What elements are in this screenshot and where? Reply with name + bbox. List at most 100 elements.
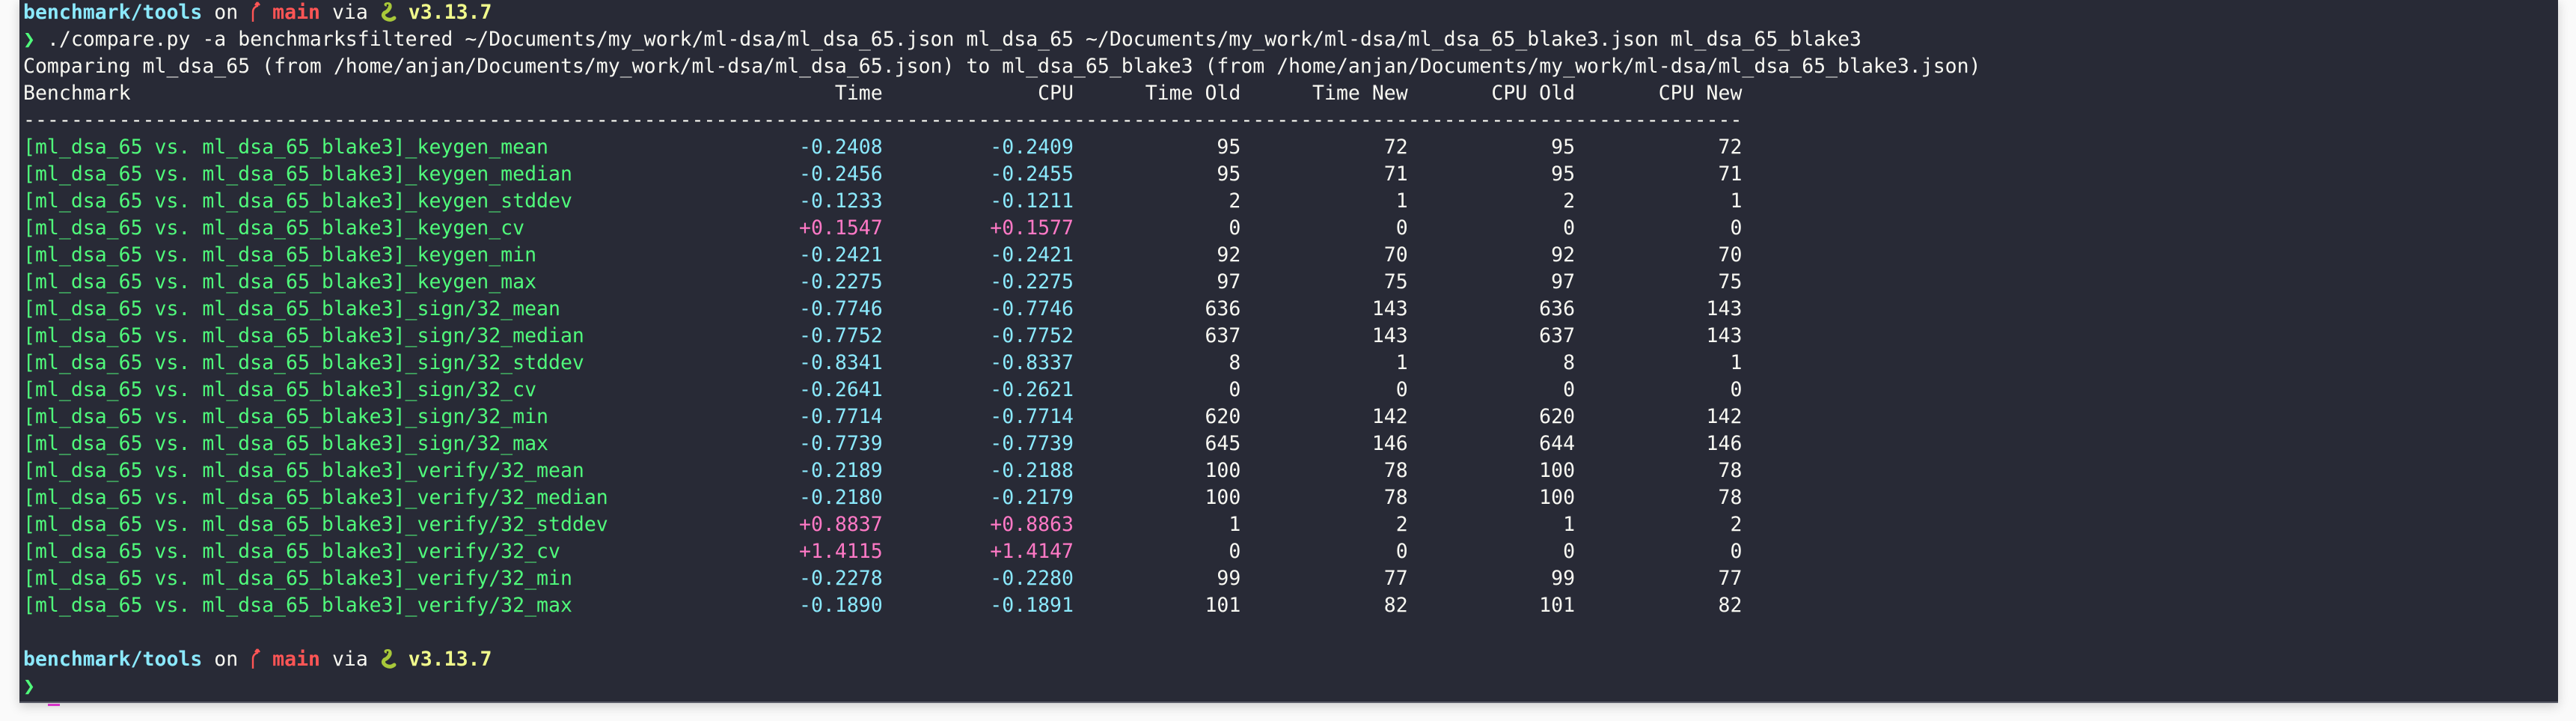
cell-time-new: 1 [1395,189,1408,213]
input-line[interactable]: ❯ [23,673,2558,706]
cell-time-new: 78 [1383,486,1408,509]
header-benchmark: Benchmark [23,82,131,105]
cell-name: [ml_dsa_65 vs. ml_dsa_65_blake3]_verify/… [23,594,572,617]
cell-cpu-old: 636 [1539,297,1576,320]
table-row: [ml_dsa_65 vs. ml_dsa_65_blake3]_keygen_… [23,215,2558,242]
header-time: Time [834,82,883,105]
cell-cpu: -0.2409 [990,136,1074,159]
cell-cpu: -0.1891 [990,594,1074,617]
cell-cpu-new: 0 [1730,216,1743,240]
prompt-arrow: ❯ [23,675,35,698]
cell-cpu: -0.2179 [990,486,1074,509]
cell-time-new: 71 [1383,162,1408,186]
cell-name: [ml_dsa_65 vs. ml_dsa_65_blake3]_sign/32… [23,297,560,320]
cell-cpu-new: 143 [1706,324,1743,347]
cell-cpu-new: 2 [1730,513,1743,536]
table-row: [ml_dsa_65 vs. ml_dsa_65_blake3]_keygen_… [23,269,2558,296]
cell-time: -0.2275 [799,270,883,293]
command-text: ./compare.py -a benchmarksfiltered ~/Doc… [46,28,1861,51]
cell-cpu-old: 97 [1551,270,1576,293]
table-body: [ml_dsa_65 vs. ml_dsa_65_blake3]_keygen_… [23,134,2558,619]
table-row: [ml_dsa_65 vs. ml_dsa_65_blake3]_verify/… [23,538,2558,565]
cell-name: [ml_dsa_65 vs. ml_dsa_65_blake3]_verify/… [23,459,584,482]
cell-cpu-old: 0 [1563,378,1576,401]
cell-time-new: 0 [1395,216,1408,240]
cell-time-old: 99 [1217,567,1241,590]
cursor [47,704,60,706]
cell-time: -0.2180 [799,486,883,509]
cell-cpu: -0.2280 [990,567,1074,590]
cell-cpu: -0.2455 [990,162,1074,186]
cell-cpu-old: 0 [1563,540,1576,563]
cell-time: -0.2189 [799,459,883,482]
cell-time: -0.7752 [799,324,883,347]
cell-time-old: 2 [1229,189,1241,213]
cell-time: +0.8837 [799,513,883,536]
cell-cpu-new: 77 [1718,567,1743,590]
cell-cpu: -0.2621 [990,378,1074,401]
cell-name: [ml_dsa_65 vs. ml_dsa_65_blake3]_sign/32… [23,378,537,401]
prompt-via: via [331,1,368,24]
cell-time: -0.2278 [799,567,883,590]
cell-cpu-new: 1 [1730,189,1743,213]
table-row: [ml_dsa_65 vs. ml_dsa_65_blake3]_sign/32… [23,431,2558,457]
table-row: [ml_dsa_65 vs. ml_dsa_65_blake3]_sign/32… [23,296,2558,323]
cell-name: [ml_dsa_65 vs. ml_dsa_65_blake3]_keygen_… [23,189,572,213]
cell-name: [ml_dsa_65 vs. ml_dsa_65_blake3]_verify/… [23,567,572,590]
table-separator: ----------------------------------------… [23,109,1743,132]
cell-time-new: 70 [1383,243,1408,267]
cell-time: +0.1547 [799,216,883,240]
prompt-path: benchmark/tools [23,1,203,24]
cell-time-old: 637 [1205,324,1241,347]
cell-time: -0.7739 [799,432,883,455]
terminal-window[interactable]: benchmark/tools on main via v3.13.7 ❯ ./… [19,0,2558,706]
cell-cpu: -0.7739 [990,432,1074,455]
cell-time-old: 620 [1205,405,1241,428]
cell-cpu: +0.1577 [990,216,1074,240]
prompt-on: on [214,648,239,671]
cell-time: -0.7714 [799,405,883,428]
cell-cpu: +0.8863 [990,513,1074,536]
cell-time: -0.7746 [799,297,883,320]
cell-time-new: 146 [1371,432,1408,455]
cell-cpu-new: 142 [1706,405,1743,428]
table-header: Benchmark Time CPU Time Old Time New CPU Old C… [23,80,2558,107]
command-line: ❯ ./compare.py -a benchmarksfiltered ~/D… [23,26,2558,53]
cell-cpu: -0.2188 [990,459,1074,482]
cell-time-old: 92 [1217,243,1241,267]
header-cpu-old: CPU Old [1491,82,1576,105]
cell-cpu-old: 644 [1539,432,1576,455]
prompt-line: benchmark/tools on main via v3.13.7 [23,0,2558,26]
cell-time-old: 645 [1205,432,1241,455]
cell-name: [ml_dsa_65 vs. ml_dsa_65_blake3]_verify/… [23,540,560,563]
prompt-line-2: benchmark/tools on main via v3.13.7 [23,646,2558,673]
cell-cpu: +1.4147 [990,540,1074,563]
git-branch-icon [250,648,261,677]
cell-time: -0.8341 [799,351,883,374]
cell-time: -0.2641 [799,378,883,401]
cell-name: [ml_dsa_65 vs. ml_dsa_65_blake3]_keygen_… [23,270,537,293]
cell-time-old: 95 [1217,162,1241,186]
cell-name: [ml_dsa_65 vs. ml_dsa_65_blake3]_keygen_… [23,136,548,159]
cell-time-new: 72 [1383,136,1408,159]
cell-cpu-new: 1 [1730,351,1743,374]
cell-cpu-new: 0 [1730,378,1743,401]
cell-cpu-old: 637 [1539,324,1576,347]
cell-name: [ml_dsa_65 vs. ml_dsa_65_blake3]_sign/32… [23,351,584,374]
cell-cpu: -0.8337 [990,351,1074,374]
cell-time-old: 100 [1205,459,1241,482]
blank-line [23,619,2558,646]
cell-cpu-old: 92 [1551,243,1576,267]
cell-cpu: -0.1211 [990,189,1074,213]
cell-time-new: 1 [1395,351,1408,374]
cell-name: [ml_dsa_65 vs. ml_dsa_65_blake3]_verify/… [23,486,608,509]
cell-time-old: 97 [1217,270,1241,293]
cell-name: [ml_dsa_65 vs. ml_dsa_65_blake3]_keygen_… [23,162,572,186]
table-row: [ml_dsa_65 vs. ml_dsa_65_blake3]_keygen_… [23,242,2558,269]
terminal-output: benchmark/tools on main via v3.13.7 ❯ ./… [23,0,2558,706]
cell-cpu-new: 72 [1718,136,1743,159]
cell-cpu-new: 143 [1706,297,1743,320]
cell-time-old: 0 [1229,216,1241,240]
cell-time: +1.4115 [799,540,883,563]
prompt-arrow: ❯ [23,28,35,51]
